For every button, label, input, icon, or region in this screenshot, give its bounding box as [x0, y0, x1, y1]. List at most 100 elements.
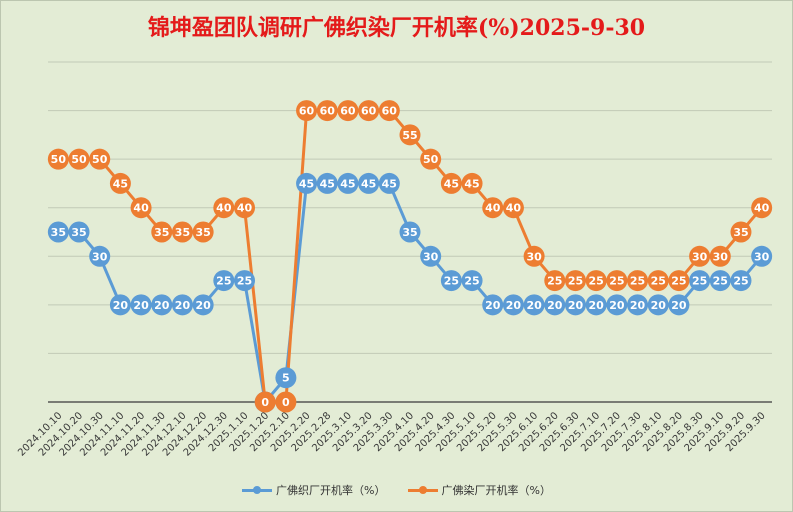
data-label-0: 20	[568, 299, 584, 312]
data-label-0: 20	[651, 299, 667, 312]
data-label-0: 20	[195, 299, 211, 312]
legend-item-dyeing: 广佛染厂开机率（%）	[407, 482, 551, 498]
data-point-1	[337, 100, 359, 122]
data-point-1	[730, 221, 752, 243]
data-point-1	[461, 172, 483, 194]
data-label-1: 60	[320, 105, 336, 118]
data-point-0	[316, 172, 338, 194]
data-label-0: 20	[133, 299, 149, 312]
data-point-1	[689, 245, 711, 267]
data-label-0: 30	[423, 250, 439, 263]
data-label-0: 20	[175, 299, 191, 312]
data-point-0	[358, 172, 380, 194]
data-point-1	[544, 270, 566, 292]
data-point-1	[130, 197, 152, 219]
data-point-0	[585, 294, 607, 316]
data-label-1: 50	[423, 153, 439, 166]
data-label-1: 40	[506, 202, 522, 215]
data-label-1: 35	[175, 226, 190, 239]
legend-swatch-dyeing	[407, 485, 438, 495]
series-line-0	[58, 181, 763, 404]
data-point-1	[171, 221, 193, 243]
data-label-1: 50	[92, 153, 108, 166]
data-point-0	[420, 245, 442, 267]
data-label-0: 20	[485, 299, 501, 312]
data-label-0: 30	[754, 250, 770, 263]
data-point-1	[668, 270, 690, 292]
data-point-0	[296, 172, 318, 194]
data-point-1	[502, 197, 524, 219]
data-label-0: 35	[51, 226, 66, 239]
data-label-0: 45	[320, 177, 335, 190]
data-label-0: 20	[630, 299, 646, 312]
data-label-0: 45	[299, 177, 314, 190]
data-point-0	[647, 294, 669, 316]
data-label-1: 0	[261, 396, 269, 409]
data-point-1	[523, 245, 545, 267]
data-point-1	[585, 270, 607, 292]
data-label-1: 60	[299, 105, 315, 118]
data-label-0: 20	[113, 299, 129, 312]
data-point-0	[275, 367, 297, 389]
data-label-1: 35	[733, 226, 748, 239]
data-label-1: 25	[651, 275, 666, 288]
data-label-0: 35	[402, 226, 417, 239]
data-point-0	[689, 270, 711, 292]
data-label-1: 25	[568, 275, 583, 288]
data-label-1: 30	[526, 250, 542, 263]
data-label-0: 25	[444, 275, 459, 288]
data-point-1	[709, 245, 731, 267]
data-point-0	[378, 172, 400, 194]
data-point-0	[234, 270, 256, 292]
data-point-0	[751, 245, 773, 267]
data-point-1	[564, 270, 586, 292]
data-point-1	[89, 148, 111, 170]
data-label-1: 40	[485, 202, 501, 215]
data-label-1: 40	[237, 202, 253, 215]
data-label-1: 50	[71, 153, 87, 166]
data-point-0	[461, 270, 483, 292]
data-label-0: 20	[526, 299, 542, 312]
data-point-1	[213, 197, 235, 219]
data-label-1: 40	[754, 202, 770, 215]
data-point-0	[171, 294, 193, 316]
data-point-1	[109, 172, 131, 194]
data-point-1	[420, 148, 442, 170]
data-point-1	[254, 391, 276, 413]
data-label-0: 25	[216, 275, 231, 288]
data-point-0	[482, 294, 504, 316]
data-label-1: 25	[671, 275, 686, 288]
data-label-1: 35	[195, 226, 210, 239]
legend-item-weaving: 广佛织厂开机率（%）	[242, 482, 386, 498]
data-point-1	[627, 270, 649, 292]
data-label-0: 5	[282, 372, 290, 385]
data-label-1: 40	[133, 202, 149, 215]
data-label-1: 60	[382, 105, 398, 118]
data-label-1: 25	[609, 275, 624, 288]
data-label-1: 35	[154, 226, 169, 239]
data-point-1	[234, 197, 256, 219]
data-label-1: 50	[51, 153, 67, 166]
data-label-0: 25	[733, 275, 748, 288]
data-point-1	[399, 124, 421, 146]
data-label-1: 40	[216, 202, 232, 215]
data-point-1	[358, 100, 380, 122]
data-point-0	[192, 294, 214, 316]
data-point-1	[751, 197, 773, 219]
data-label-1: 25	[547, 275, 562, 288]
data-point-0	[130, 294, 152, 316]
data-point-1	[482, 197, 504, 219]
data-point-0	[68, 221, 90, 243]
data-point-0	[730, 270, 752, 292]
data-label-0: 25	[692, 275, 707, 288]
data-label-1: 45	[113, 177, 128, 190]
data-point-1	[647, 270, 669, 292]
data-label-1: 60	[361, 105, 377, 118]
data-label-0: 20	[671, 299, 687, 312]
data-label-0: 20	[154, 299, 170, 312]
data-label-1: 45	[464, 177, 479, 190]
legend-swatch-weaving	[242, 485, 273, 495]
data-label-0: 35	[71, 226, 86, 239]
data-label-0: 45	[382, 177, 397, 190]
data-point-1	[296, 100, 318, 122]
